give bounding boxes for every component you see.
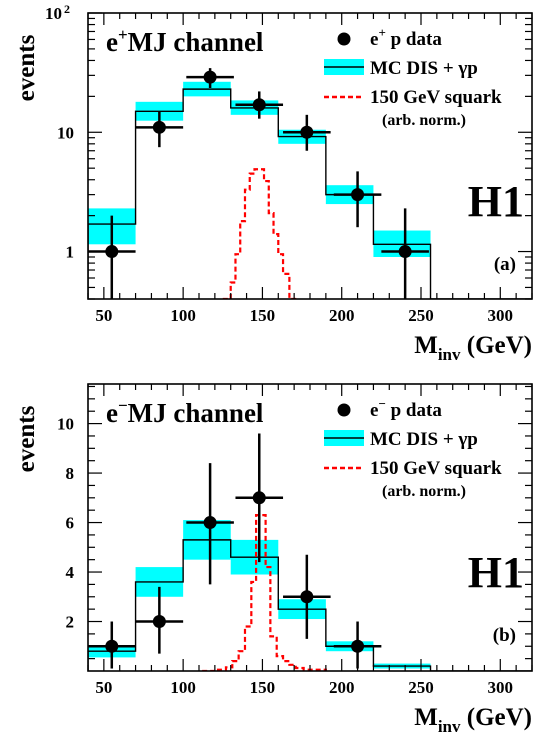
data-point [186, 68, 234, 89]
channel-label: e−MJ channel [106, 396, 264, 428]
x-tick-label: 150 [250, 306, 276, 325]
x-axis-title-main: M [414, 332, 438, 359]
channel-charge: − [118, 396, 128, 415]
legend-data-charge: − [378, 396, 385, 411]
data-marker [203, 70, 217, 84]
y-tick-label: 6 [66, 514, 75, 533]
legend: e− p data MC DIS + γp 150 GeV squark (arb. … [324, 396, 502, 500]
x-tick-label: 150 [250, 678, 276, 697]
legend-signal-note: (arb. norm.) [382, 483, 466, 500]
data-point [186, 463, 234, 585]
data-marker [203, 516, 217, 530]
x-tick-label: 250 [408, 678, 434, 697]
x-axis-title: Minv (GeV) [414, 332, 532, 364]
data-point [235, 91, 284, 119]
legend-data-post: p data [386, 400, 442, 421]
data-marker [152, 120, 166, 134]
data-point [283, 114, 331, 151]
legend-data-post: p data [386, 29, 442, 50]
data-marker [351, 639, 365, 653]
legend-signal-label: 150 GeV squark [370, 87, 502, 108]
mc-histogram-line [88, 88, 532, 299]
data-marker [398, 245, 412, 259]
experiment-label: H1 [468, 548, 524, 597]
data-point [88, 215, 136, 299]
legend-mc-label: MC DIS + γp [370, 58, 478, 79]
channel-label: e+MJ channel [106, 25, 264, 57]
y-tick-label: 4 [66, 563, 75, 582]
x-axis-title-sub: inv [438, 345, 461, 364]
y-tick-base: 10 [45, 4, 62, 23]
x-tick-label: 300 [488, 306, 514, 325]
data-marker [152, 615, 166, 629]
data-marker [252, 491, 266, 505]
y-axis-title: events [13, 405, 40, 472]
legend: e+ p data MC DIS + γp 150 GeV squark (arb. … [324, 25, 502, 129]
y-tick-label: 10 [45, 4, 62, 23]
channel-lepton: e [106, 398, 118, 428]
legend-data-marker [337, 32, 351, 46]
x-axis-title-main: M [414, 704, 438, 731]
x-axis-title-unit: (GeV) [461, 332, 533, 359]
x-tick-label: 100 [170, 678, 196, 697]
signal-line [202, 514, 327, 671]
x-tick-label: 50 [95, 306, 112, 325]
signal-line [222, 168, 298, 299]
channel-lepton: e [106, 27, 118, 57]
y-tick-label: 10 [57, 415, 74, 434]
legend-data-pre: e [370, 29, 378, 50]
legend-data-label: e− p data [370, 396, 442, 421]
channel-rest: MJ channel [128, 398, 264, 428]
x-tick-label: 250 [408, 306, 434, 325]
data-point [135, 586, 184, 654]
mc-histogram-line [88, 539, 532, 671]
legend-data-pre: e [370, 400, 378, 421]
panel-b: 50 100 150 200 250 300 2 4 6 8 10 events Minv (GeV) e… [13, 383, 533, 736]
x-axis-title-sub: inv [438, 717, 461, 736]
x-axis-title: Minv (GeV) [414, 704, 532, 736]
panel-label: (b) [493, 625, 516, 646]
data-marker [252, 98, 266, 112]
x-tick-label: 50 [95, 678, 112, 697]
data-marker [351, 188, 365, 202]
panel-label: (a) [494, 254, 516, 275]
x-tick-label: 200 [329, 678, 355, 697]
channel-charge: + [118, 25, 128, 44]
data-marker [300, 590, 314, 604]
experiment-label: H1 [468, 177, 524, 226]
data-point [235, 433, 284, 563]
data-point [381, 208, 429, 299]
y-tick-label: 10 [57, 123, 74, 142]
x-tick-label: 200 [329, 306, 355, 325]
x-tick-label: 300 [488, 678, 514, 697]
y-tick-label: 2 [66, 613, 75, 632]
data-point [283, 554, 331, 639]
legend-signal-label: 150 GeV squark [370, 458, 502, 479]
legend-data-marker [337, 403, 351, 417]
y-tick-label: 8 [66, 464, 75, 483]
data-point [135, 111, 184, 148]
channel-rest: MJ channel [128, 27, 264, 57]
legend-data-label: e+ p data [370, 25, 442, 50]
y-tick-label: 1 [66, 243, 75, 262]
data-point [333, 171, 382, 228]
data-marker [300, 125, 314, 139]
y-tick-exponent: 2 [64, 2, 70, 16]
x-axis-title-unit: (GeV) [461, 704, 533, 731]
plot-area [88, 68, 532, 299]
data-point [333, 621, 382, 669]
data-marker [105, 639, 119, 653]
legend-mc-label: MC DIS + γp [370, 429, 478, 450]
legend-signal-note: (arb. norm.) [382, 112, 466, 129]
x-tick-label: 100 [170, 306, 196, 325]
data-marker [105, 245, 119, 259]
y-axis-title: events [13, 34, 40, 101]
data-point [88, 621, 136, 669]
plot-area [88, 433, 532, 671]
legend-data-charge: + [378, 25, 385, 40]
